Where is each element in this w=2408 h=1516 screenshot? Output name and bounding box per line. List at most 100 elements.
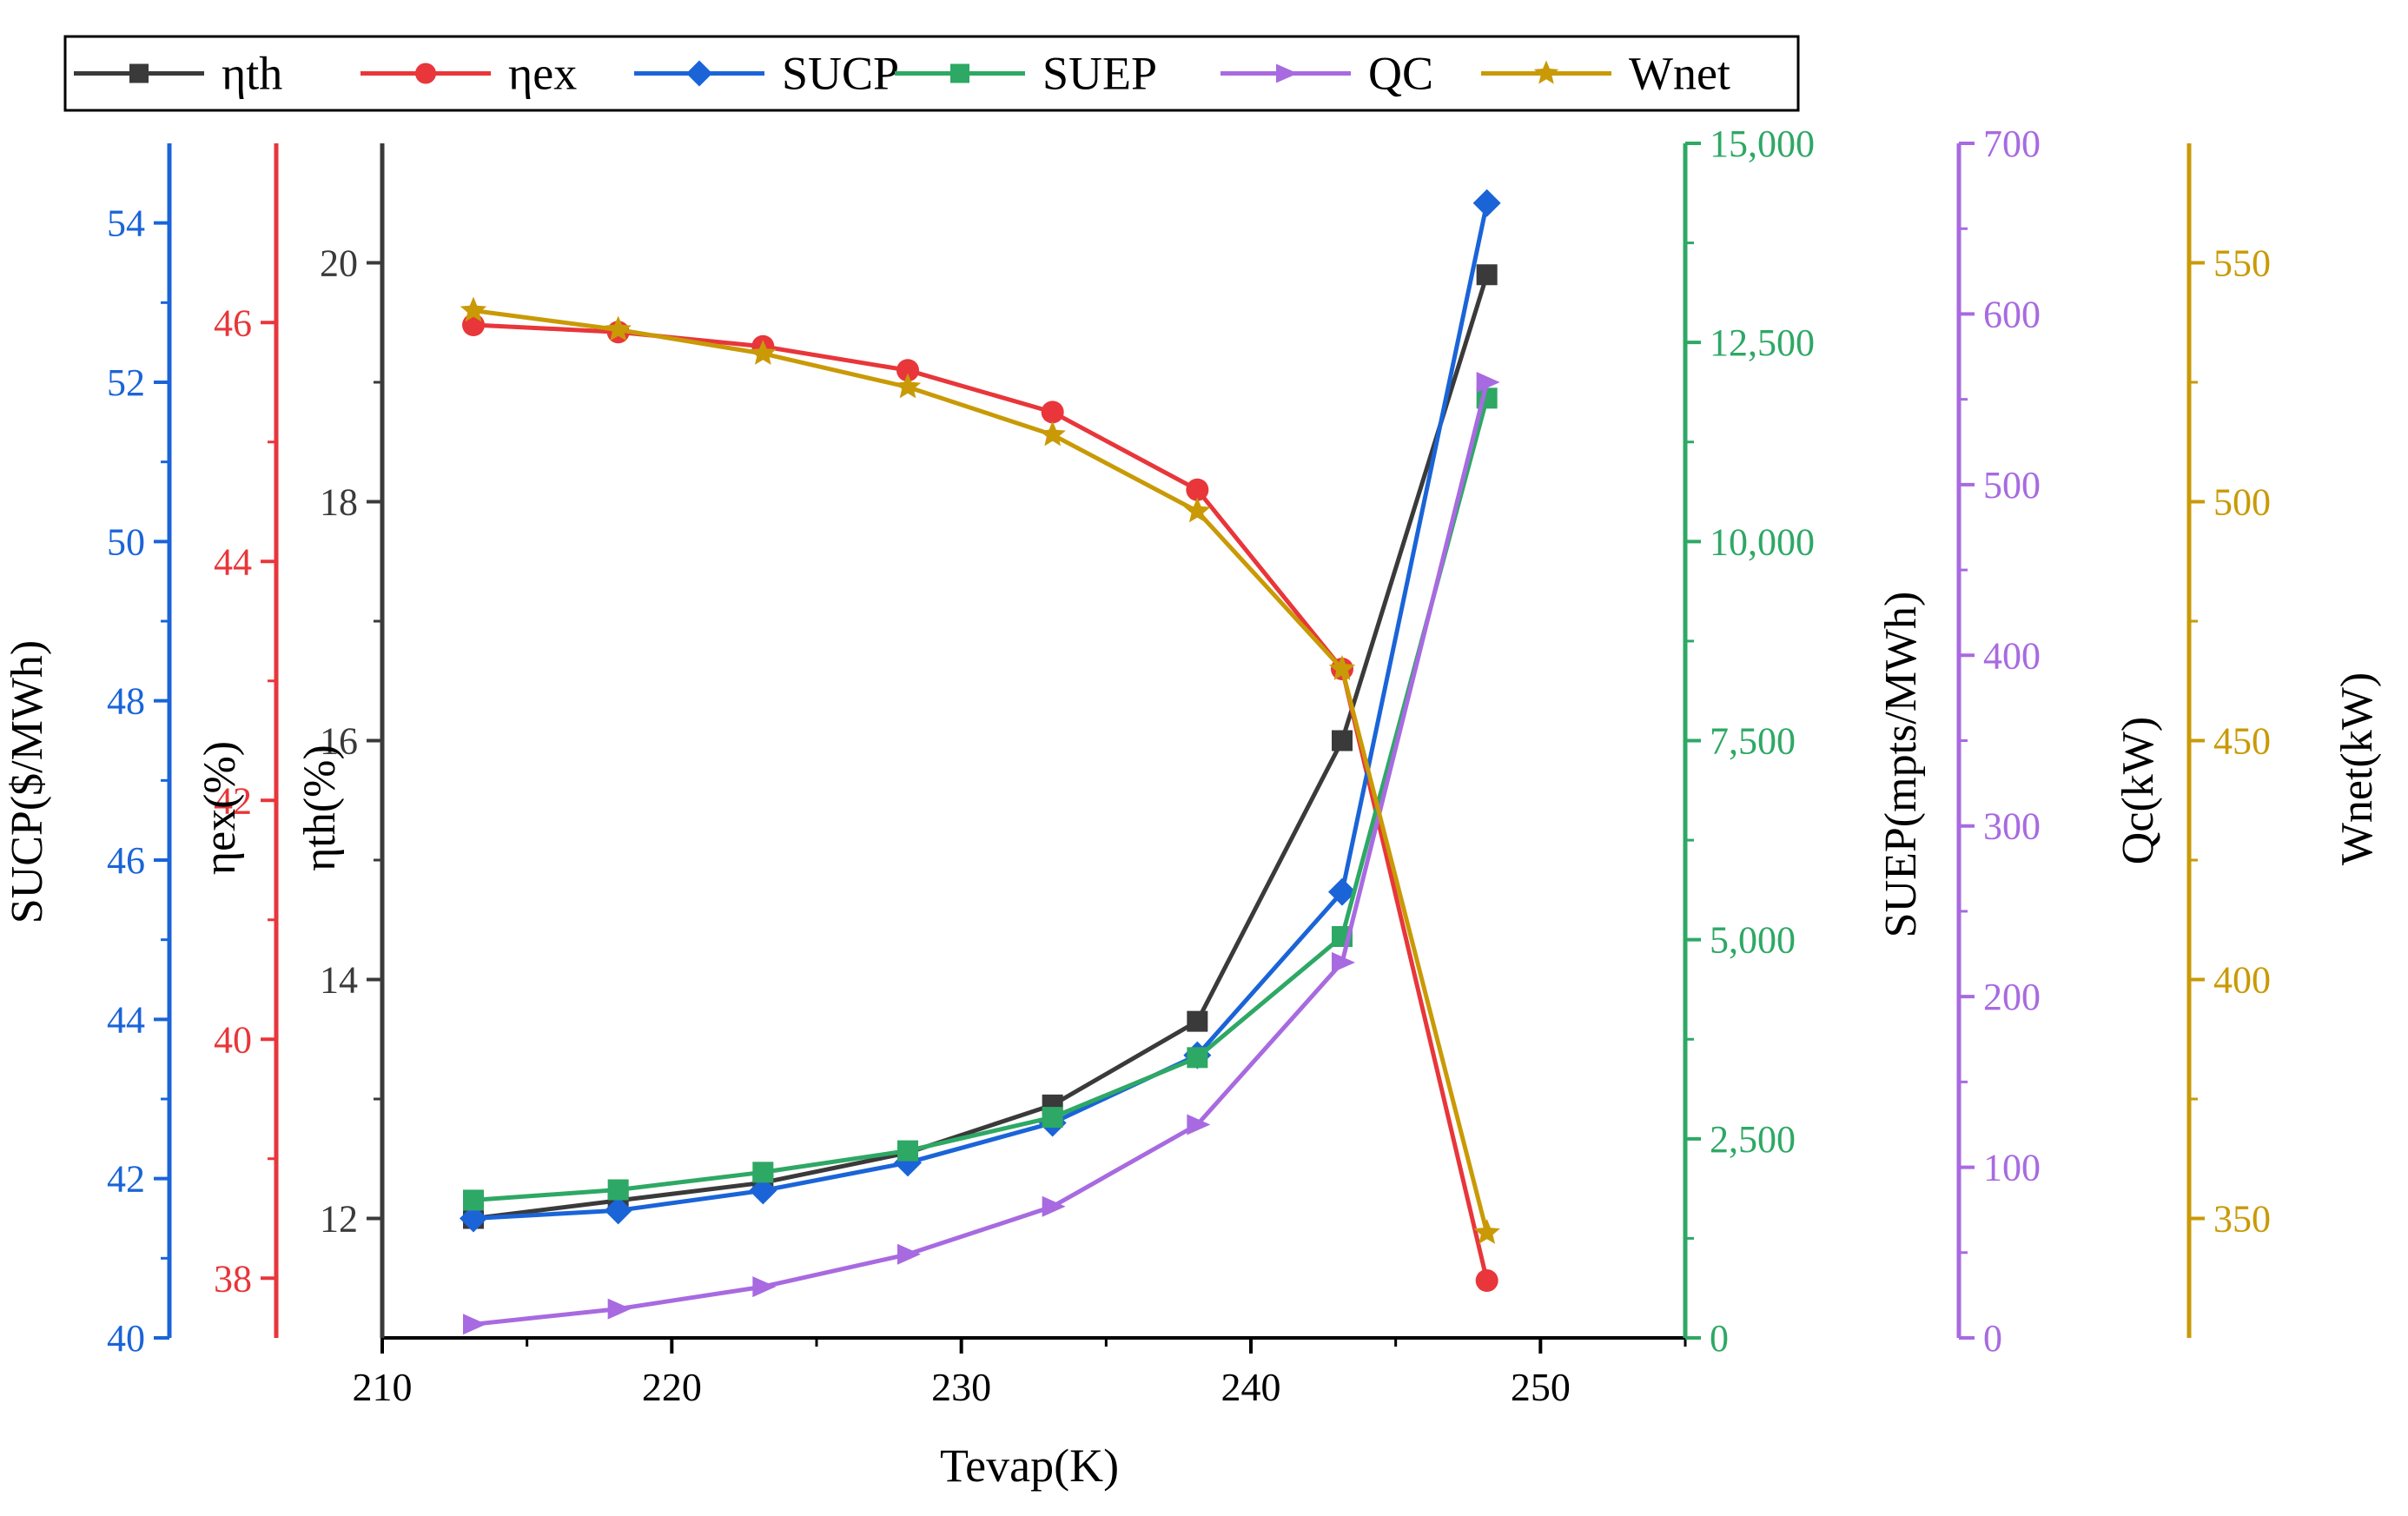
data-point-sucp <box>749 1176 777 1205</box>
legend-item-sucp: SUCP <box>634 48 899 100</box>
legend-marker-qc <box>1276 63 1298 83</box>
y-tick-label: 46 <box>107 839 145 882</box>
legend-label: SUEP <box>1042 48 1157 100</box>
data-point-wnet <box>1328 655 1356 680</box>
y-tick-label: 46 <box>214 301 252 344</box>
series-line-suep <box>473 397 1490 1202</box>
series-suep <box>463 387 1498 1211</box>
data-point-wnet <box>1184 497 1211 523</box>
y-tick-label: 10,000 <box>1710 520 1815 563</box>
legend-item-eth: ηth <box>74 48 282 100</box>
legend-item-qc: QC <box>1221 48 1433 100</box>
y-axis-wnet: 350 400 450 500 550 Wnet(kW) <box>2186 143 2382 1338</box>
data-point-suep <box>607 1179 629 1201</box>
y-tick-label: 42 <box>107 1158 145 1201</box>
y-tick-label: 2,500 <box>1710 1118 1796 1161</box>
y-tick-label: 40 <box>107 1317 145 1360</box>
data-point-suep <box>1187 1047 1208 1069</box>
data-point-suep <box>1042 1107 1063 1129</box>
series-eex <box>462 314 1498 1292</box>
x-axis-title: Tevap(K) <box>940 1440 1119 1492</box>
series-group <box>460 189 1501 1335</box>
y-axis-title-sucp: SUCP($/MWh) <box>3 640 52 924</box>
y-tick-label: 38 <box>214 1257 252 1300</box>
legend-item-wnet: Wnet <box>1481 48 1730 100</box>
y-tick-label: 40 <box>214 1018 252 1061</box>
y-tick-label: 700 <box>1983 122 2041 165</box>
legend-label: Wnet <box>1629 48 1730 100</box>
legend-label: ηex <box>508 48 577 100</box>
data-point-wnet <box>894 373 922 399</box>
series-line-wnet <box>473 308 1490 1234</box>
data-point-eex <box>896 359 919 382</box>
y-axis-title-qc: Qc(kW) <box>2114 717 2163 864</box>
x-tick-label: 220 <box>642 1365 702 1409</box>
data-point-qc <box>463 1314 486 1335</box>
data-point-eth <box>1476 264 1498 286</box>
data-point-wnet <box>750 340 777 365</box>
y-tick-label: 400 <box>2213 959 2271 1002</box>
legend-label: ηth <box>222 48 282 100</box>
y-tick-label: 400 <box>1983 634 2041 677</box>
y-tick-label: 50 <box>107 520 145 563</box>
data-point-qc <box>897 1243 921 1265</box>
y-tick-label: 0 <box>1710 1317 1729 1360</box>
y-tick-label: 14 <box>320 959 358 1002</box>
data-point-eex <box>1186 478 1209 501</box>
y-tick-label: 44 <box>214 540 252 583</box>
y-tick-label: 48 <box>107 680 145 723</box>
y-tick-label: 100 <box>1983 1147 2041 1189</box>
legend-label: QC <box>1368 48 1433 100</box>
legend-marker-eth <box>129 63 149 83</box>
data-point-sucp <box>1328 877 1356 906</box>
data-point-eth <box>1332 730 1353 751</box>
legend: ηth ηex SUCP SUEP QC Wnet <box>63 35 1800 112</box>
data-point-qc <box>1476 372 1500 393</box>
legend-item-suep: SUEP <box>895 48 1157 100</box>
y-axis-title-eex: ηex(%) <box>195 741 245 875</box>
series-qc <box>463 372 1500 1335</box>
y-tick-label: 5,000 <box>1710 919 1796 962</box>
data-point-eex <box>1041 401 1064 424</box>
legend-label: SUCP <box>782 48 899 100</box>
data-point-suep <box>897 1140 918 1162</box>
y-tick-label: 54 <box>107 202 145 245</box>
y-tick-label: 20 <box>320 242 358 285</box>
y-tick-label: 18 <box>320 481 358 524</box>
y-axis-suep: 0 2,500 5,000 7,500 10,000 12,500 15,000 SUEP(m… <box>1683 122 1926 1360</box>
data-point-qc <box>1042 1195 1066 1217</box>
y-tick-label: 350 <box>2213 1198 2271 1241</box>
y-tick-label: 200 <box>1983 976 2041 1018</box>
legend-marker-suep <box>950 63 969 83</box>
y-tick-label: 16 <box>320 720 358 763</box>
y-tick-label: 15,000 <box>1710 122 1815 165</box>
data-point-eex <box>462 314 485 336</box>
y-tick-label: 44 <box>107 998 145 1041</box>
y-tick-label: 600 <box>1983 293 2041 335</box>
x-tick-label: 230 <box>931 1365 991 1409</box>
y-tick-label: 450 <box>2213 720 2271 763</box>
data-point-sucp <box>460 1204 487 1233</box>
series-line-eex <box>473 322 1490 1281</box>
data-point-qc <box>1187 1114 1211 1135</box>
series-line-sucp <box>473 202 1490 1221</box>
y-axis-sucp: 40 42 44 46 48 50 52 54 SUCP($/MWh) <box>3 143 172 1360</box>
y-tick-label: 300 <box>1983 805 2041 848</box>
data-point-wnet <box>605 315 632 341</box>
data-point-eex <box>1475 1269 1498 1292</box>
y-axis-eex: 38 40 42 44 46 ηex(%) <box>195 143 279 1338</box>
y-tick-label: 550 <box>2213 242 2271 285</box>
legend-marker-wnet <box>1533 60 1559 84</box>
data-point-wnet <box>1039 420 1066 447</box>
data-point-qc <box>607 1298 632 1320</box>
y-tick-label: 52 <box>107 361 145 404</box>
data-point-sucp <box>604 1196 632 1225</box>
data-point-wnet <box>460 296 487 322</box>
y-tick-label: 12 <box>320 1198 358 1241</box>
legend-marker-eex <box>415 63 436 84</box>
y-axis-title-suep: SUEP(mpts/MWh) <box>1876 592 1926 938</box>
legend-marker-sucp <box>686 60 712 87</box>
y-tick-label: 0 <box>1983 1317 2002 1360</box>
